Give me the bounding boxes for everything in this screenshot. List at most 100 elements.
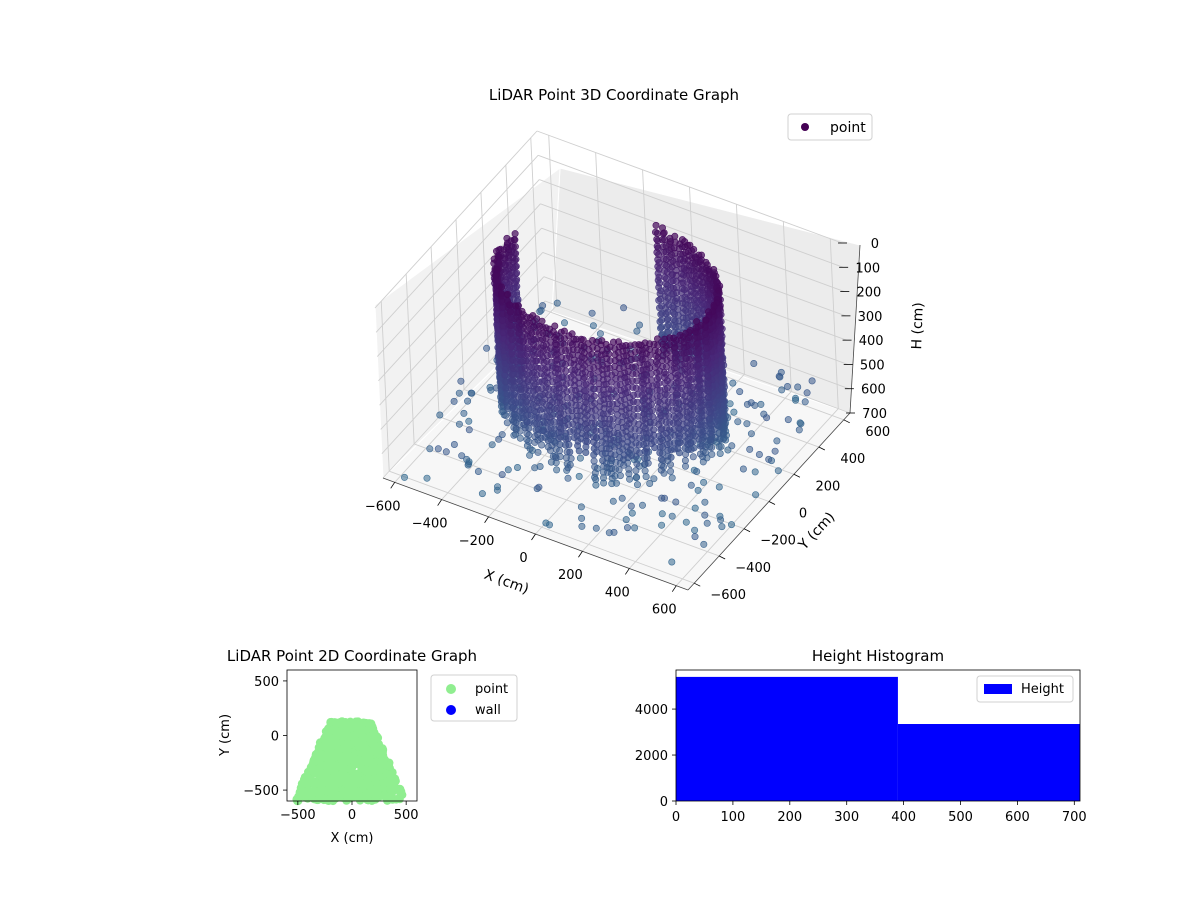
y-tick-label: −600 <box>710 588 746 603</box>
x-tick-label: 0 <box>348 808 356 823</box>
point-marker <box>653 229 661 237</box>
point-marker <box>552 341 560 349</box>
point-marker <box>667 467 675 475</box>
z-tick-label: 200 <box>856 286 881 301</box>
point-2d-marker <box>343 753 352 762</box>
grid-line-back-x <box>735 204 745 375</box>
legend-histogram: Height <box>976 675 1074 703</box>
point-marker <box>535 483 543 491</box>
point-marker <box>715 442 723 450</box>
point-marker <box>530 335 538 343</box>
point-marker <box>579 336 587 344</box>
point-marker <box>548 442 556 450</box>
y-tick-label: 4000 <box>635 703 668 718</box>
point-marker <box>655 273 663 281</box>
point-marker <box>528 329 536 337</box>
point-marker <box>658 521 666 529</box>
point-marker <box>746 445 754 453</box>
point-marker <box>774 467 782 475</box>
z-tick-label: 0 <box>871 237 879 252</box>
point-marker <box>689 453 697 461</box>
point-marker <box>679 279 687 287</box>
point-marker <box>583 438 591 446</box>
point-marker <box>682 518 690 526</box>
point-marker <box>668 558 676 566</box>
point-marker <box>670 244 678 252</box>
point-marker <box>560 341 568 349</box>
x-tick-label: 500 <box>394 808 419 823</box>
y-tick-label: 600 <box>865 425 890 440</box>
point-marker <box>547 436 555 444</box>
point-marker <box>543 357 551 365</box>
point-marker <box>511 230 519 238</box>
point-marker <box>549 398 557 406</box>
point-marker <box>458 452 466 460</box>
z-tick-label: 400 <box>859 334 884 349</box>
point-marker <box>739 465 747 473</box>
chart-2d-x-label: X (cm) <box>331 831 374 846</box>
point-marker <box>663 288 671 296</box>
point-marker <box>622 357 630 365</box>
point-marker <box>580 349 588 357</box>
point-marker <box>656 295 664 303</box>
point-marker <box>727 521 735 529</box>
point-marker <box>658 510 666 518</box>
point-marker <box>602 380 610 388</box>
point-marker <box>562 454 570 462</box>
point-2d-marker <box>327 792 336 801</box>
point-marker <box>455 389 463 397</box>
point-marker <box>566 448 574 456</box>
point-2d-marker <box>320 753 329 762</box>
point-marker <box>660 494 668 502</box>
point-marker <box>450 397 458 405</box>
point-marker <box>693 467 701 475</box>
point-marker <box>488 441 496 449</box>
point-marker <box>555 389 563 397</box>
legend-2d: point wall <box>430 674 518 722</box>
point-marker <box>696 450 704 458</box>
point-marker <box>465 417 473 425</box>
x-tick-label: 200 <box>558 568 583 583</box>
grid-line-left-h <box>374 130 538 309</box>
point-marker <box>691 526 699 534</box>
point-marker <box>632 467 640 475</box>
point-marker <box>589 322 597 330</box>
point-marker <box>526 406 534 414</box>
point-marker <box>497 292 505 300</box>
point-2d-marker <box>368 724 378 733</box>
point-2d-marker <box>335 792 344 801</box>
point-marker <box>747 430 755 438</box>
point-marker <box>682 450 690 458</box>
y-tick-mark <box>743 528 751 533</box>
point-marker <box>607 470 615 478</box>
point-marker <box>651 346 659 354</box>
point-marker <box>497 283 505 291</box>
point-marker <box>658 316 666 324</box>
point-2d-marker <box>395 785 405 795</box>
point-marker <box>543 379 551 387</box>
point-2d-marker <box>317 787 327 796</box>
point-marker <box>536 307 544 315</box>
point-marker <box>808 377 816 385</box>
z-tick-label: 300 <box>858 310 883 325</box>
point-2d-marker <box>321 732 330 741</box>
point-marker <box>693 318 701 326</box>
point-marker <box>582 380 590 388</box>
point-marker <box>575 472 583 480</box>
histogram-bar <box>897 724 1080 801</box>
y-tick-label: 0 <box>660 795 668 810</box>
grid-line-back-x <box>548 135 558 306</box>
point-marker <box>582 399 590 407</box>
point-marker <box>743 420 751 428</box>
y-tick-mark <box>818 446 826 451</box>
point-marker <box>701 498 709 506</box>
y-tick-mark <box>843 419 850 424</box>
point-marker <box>775 372 783 380</box>
point-marker <box>755 450 763 458</box>
point-marker <box>633 481 641 489</box>
point-marker <box>743 400 751 408</box>
point-marker <box>715 483 723 491</box>
point-marker <box>797 420 805 428</box>
point-marker <box>436 411 444 419</box>
